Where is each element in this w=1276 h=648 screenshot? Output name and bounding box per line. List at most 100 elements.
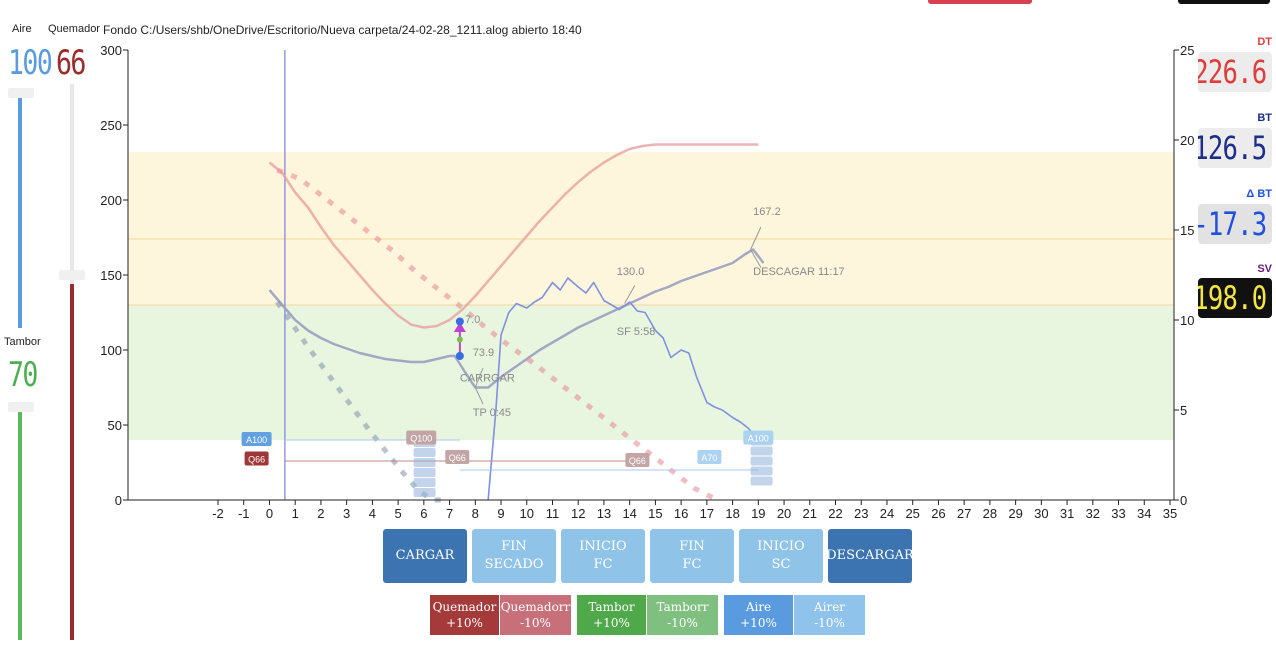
fin-secado-button[interactable]: FIN SECADO	[472, 529, 556, 583]
fin-fc-button[interactable]: FIN FC	[650, 529, 734, 583]
chart-annotation: DESCAGAR 11:17	[753, 266, 845, 278]
x-tick-label: 15	[648, 506, 662, 521]
chart-annotation: SF 5:58	[617, 326, 656, 338]
tp-dot-top	[455, 317, 464, 326]
delta-bt-label: Δ BT	[1246, 188, 1272, 200]
tambor-label: Tambor	[4, 336, 41, 348]
event-tag-bg	[241, 432, 272, 446]
y-left-tick-label: 150	[100, 268, 122, 283]
event-tag-bg	[743, 430, 774, 445]
sv-display: 198.0	[1198, 278, 1272, 318]
aire-minus-button[interactable]: Airer -10%	[794, 595, 865, 635]
x-tick-label: 14	[622, 506, 636, 521]
dt-display: 226.6	[1198, 52, 1272, 92]
bt-display: 126.5	[1198, 128, 1272, 168]
tp-dot-bottom	[455, 352, 464, 360]
cargar-button[interactable]: CARGAR	[383, 529, 467, 583]
inicio-sc-button[interactable]: INICIO SC	[739, 529, 823, 583]
x-tick-label: 3	[343, 506, 350, 521]
x-tick-label: 8	[472, 506, 479, 521]
tambor-minus-button[interactable]: Tamborr -10%	[647, 595, 718, 635]
tambor-slider-track[interactable]	[18, 412, 22, 640]
inicio-fc-button[interactable]: INICIO FC	[561, 529, 645, 583]
event-marker	[750, 476, 773, 486]
y-right-tick-label: 5	[1180, 403, 1187, 418]
top-red-button[interactable]	[928, 0, 1032, 4]
event-tag-bg	[445, 450, 470, 464]
aire-plus-button[interactable]: Aire +10%	[724, 595, 793, 635]
event-marker	[413, 438, 436, 447]
y-left-tick-label: 100	[100, 343, 122, 358]
x-tick-label: 32	[1086, 506, 1100, 521]
delta-bt-value: -17.3	[1198, 205, 1267, 243]
tambor-plus-button[interactable]: Tambor +10%	[577, 595, 646, 635]
y-right-tick-label: 10	[1180, 313, 1194, 328]
tambor-slider-handle[interactable]	[8, 402, 34, 412]
ann-line	[474, 367, 484, 388]
x-tick-label: 34	[1137, 506, 1151, 521]
cargar-button-label: CARGAR	[395, 548, 455, 563]
x-tick-label: 24	[880, 506, 894, 521]
sv-label: SV	[1257, 263, 1272, 275]
y-left-tick-label: 300	[100, 43, 122, 58]
event-marker	[413, 468, 436, 477]
fin-secado-line1: FIN	[501, 539, 527, 554]
y-left-tick-label: 0	[115, 493, 122, 508]
quemador-slider-fill	[70, 284, 74, 640]
x-tick-label: 29	[1008, 506, 1022, 521]
series-line-1	[268, 248, 765, 389]
tp-arrow-head	[453, 322, 466, 332]
x-tick-label: 25	[905, 506, 919, 521]
x-tick-label: 2	[317, 506, 324, 521]
event-marker	[750, 436, 773, 446]
series-line-0	[268, 143, 759, 329]
quemador-slider-handle[interactable]	[59, 270, 85, 280]
tambor-plus-line1: Tambor	[588, 600, 635, 614]
delta-bt-display: -17.3	[1198, 204, 1272, 244]
descargar-button[interactable]: DESCARGAR	[826, 529, 914, 583]
x-tick-label: 27	[957, 506, 971, 521]
chart-annotation: 7.0	[465, 314, 480, 326]
x-tick-label: 21	[803, 506, 817, 521]
event-marker	[413, 458, 436, 467]
event-tag-bg	[625, 453, 650, 467]
y-right-tick-label: 15	[1180, 223, 1194, 238]
fin-fc-line2: FC	[682, 557, 702, 572]
quemador-label: Quemador	[48, 23, 100, 35]
x-tick-label: 28	[983, 506, 997, 521]
x-tick-label: 35	[1163, 506, 1177, 521]
x-tick-label: 12	[571, 506, 585, 521]
x-tick-label: 0	[266, 506, 273, 521]
ann-line	[624, 285, 636, 304]
x-tick-label: 22	[828, 506, 842, 521]
profile-title: Fondo C:/Users/shb/OneDrive/Escritorio/N…	[103, 23, 582, 37]
y-left-tick-label: 200	[100, 193, 122, 208]
x-tick-label: 16	[674, 506, 688, 521]
ann-line	[750, 226, 762, 250]
aire-slider-handle[interactable]	[8, 88, 34, 98]
descargar-button-label: DESCARGAR	[826, 548, 914, 563]
tambor-plus-line2: +10%	[593, 616, 630, 630]
dt-label: DT	[1257, 36, 1272, 48]
inicio-fc-line1: INICIO	[579, 539, 627, 554]
quemador-plus-button[interactable]: Quemador +10%	[430, 595, 499, 635]
fin-fc-line1: FIN	[679, 539, 705, 554]
tambor-minus-line2: -10%	[667, 616, 698, 630]
event-tag-label: Q66	[629, 456, 646, 466]
x-tick-label: 23	[854, 506, 868, 521]
quemador-minus-button[interactable]: Quemadorr -10%	[500, 595, 571, 635]
x-tick-label: 1	[292, 506, 299, 521]
x-tick-label: 6	[420, 506, 427, 521]
top-dark-button[interactable]	[1178, 0, 1270, 4]
sv-value: 198.0	[1198, 279, 1267, 317]
x-tick-label: 5	[394, 506, 401, 521]
x-tick-label: 13	[597, 506, 611, 521]
aire-slider-track[interactable]	[18, 98, 22, 328]
event-tag-label: Q100	[410, 434, 432, 444]
chart-annotation: 130.0	[617, 266, 645, 278]
event-marker	[413, 478, 436, 487]
event-tag-bg	[697, 450, 722, 464]
ann-line	[474, 387, 484, 405]
x-tick-label: 19	[751, 506, 765, 521]
series-line-2	[487, 277, 759, 501]
